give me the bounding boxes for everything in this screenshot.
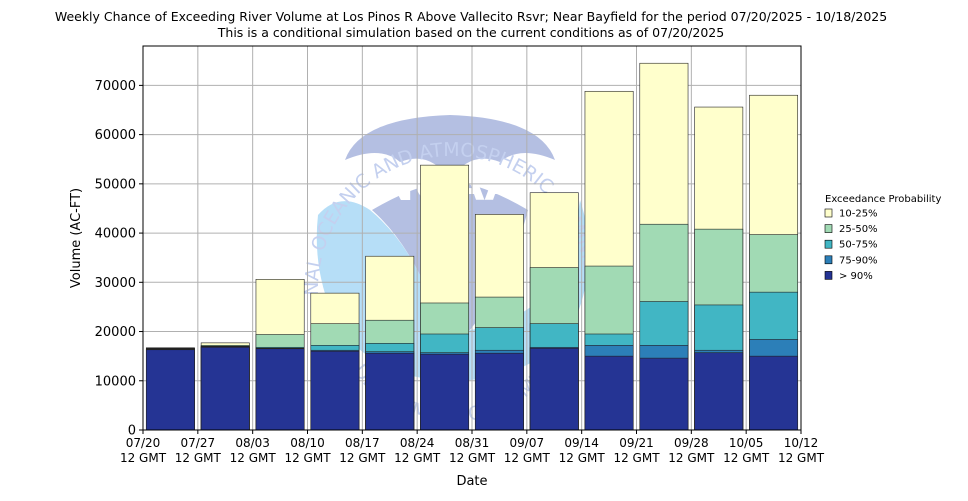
x-tick-label-time: 12 GMT bbox=[284, 451, 331, 465]
bar-segment bbox=[694, 352, 744, 431]
legend-label: 50-75% bbox=[839, 240, 878, 251]
y-tick-label: 30000 bbox=[95, 276, 136, 291]
bar-segment bbox=[420, 353, 470, 431]
x-tick-label-date: 10/12 bbox=[784, 436, 819, 450]
legend-label: > 90% bbox=[839, 271, 873, 282]
bar-segment bbox=[529, 347, 579, 431]
x-tick-label-time: 12 GMT bbox=[723, 451, 770, 465]
legend-label: 25-50% bbox=[839, 224, 878, 235]
x-tick-label-date: 08/03 bbox=[235, 436, 270, 450]
bar-segment bbox=[639, 357, 689, 431]
x-tick-label-time: 12 GMT bbox=[175, 451, 222, 465]
bar-segment bbox=[145, 349, 195, 431]
x-tick-label-time: 12 GMT bbox=[230, 451, 277, 465]
x-tick-label-date: 08/31 bbox=[455, 436, 490, 450]
legend-swatch bbox=[824, 224, 833, 233]
y-tick-label: 0 bbox=[128, 424, 136, 439]
x-tick-label-time: 12 GMT bbox=[559, 451, 606, 465]
x-tick-label-date: 08/10 bbox=[290, 436, 325, 450]
bar-segment bbox=[584, 355, 634, 431]
legend-swatch bbox=[824, 239, 833, 249]
x-tick-label-time: 12 GMT bbox=[504, 451, 551, 465]
y-tick-label: 60000 bbox=[95, 128, 136, 143]
x-tick-label-time: 12 GMT bbox=[339, 451, 386, 465]
chart-title: Weekly Chance of Exceeding River Volume … bbox=[55, 9, 887, 24]
x-tick-label-date: 08/17 bbox=[345, 436, 380, 450]
legend-label: 75-90% bbox=[839, 255, 878, 266]
bar-segment bbox=[749, 355, 799, 431]
x-tick-label-date: 09/21 bbox=[619, 436, 654, 450]
x-tick-label-time: 12 GMT bbox=[120, 451, 167, 465]
x-tick-label-time: 12 GMT bbox=[668, 451, 715, 465]
x-tick-label-time: 12 GMT bbox=[778, 451, 825, 465]
y-tick-label: 10000 bbox=[95, 374, 136, 389]
x-tick-label-date: 07/20 bbox=[126, 436, 161, 450]
bar-segment bbox=[200, 346, 250, 431]
y-tick-label: 40000 bbox=[95, 227, 136, 242]
x-tick-label-time: 12 GMT bbox=[613, 451, 660, 465]
plot-area: 0 10000 20000 30000 40000 50000 60000 70000 07/2… bbox=[95, 45, 825, 465]
x-tick-label-time: 12 GMT bbox=[394, 451, 441, 465]
legend-swatch bbox=[824, 271, 833, 280]
x-tick-label-date: 07/27 bbox=[181, 436, 216, 450]
legend-swatch bbox=[824, 255, 833, 265]
x-tick-label-time: 12 GMT bbox=[449, 451, 496, 465]
x-tick-label-date: 10/05 bbox=[729, 436, 764, 450]
y-tick-label: 50000 bbox=[95, 177, 136, 192]
x-tick-label-date: 09/14 bbox=[564, 436, 599, 450]
bar-segment bbox=[474, 352, 524, 431]
legend-title: Exceedance Probability bbox=[825, 194, 941, 205]
legend-label: 10-25% bbox=[839, 209, 878, 220]
chart-subtitle: This is a conditional simulation based o… bbox=[217, 25, 724, 40]
legend: Exceedance Probability 10-25% 25-50% 50-75… bbox=[824, 194, 941, 282]
y-axis-label: Volume (AC-FT) bbox=[69, 188, 84, 288]
y-tick-label: 70000 bbox=[95, 79, 136, 94]
x-tick-label-date: 09/07 bbox=[510, 436, 545, 450]
bar-segment bbox=[365, 352, 415, 431]
x-axis-label: Date bbox=[456, 474, 487, 489]
legend-swatch bbox=[824, 208, 833, 218]
bar-segment bbox=[310, 350, 360, 431]
x-tick-label-date: 08/24 bbox=[400, 436, 435, 450]
x-tick-label-date: 09/28 bbox=[674, 436, 709, 450]
bar-segment bbox=[255, 348, 305, 431]
y-tick-label: 20000 bbox=[95, 325, 136, 340]
